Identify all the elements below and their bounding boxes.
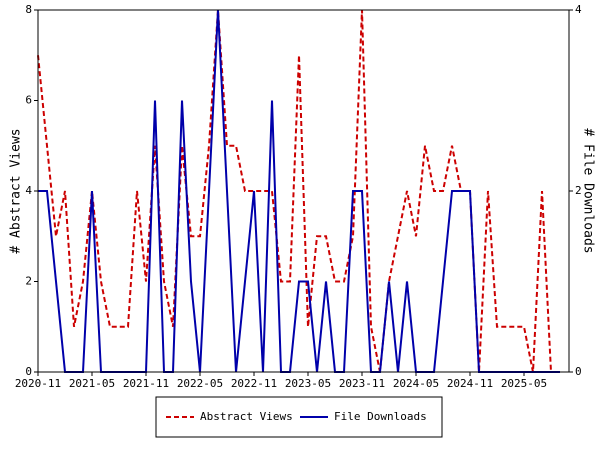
x-tick-label: 2020-11 <box>15 377 61 390</box>
x-tick-label: 2024-11 <box>447 377 493 390</box>
y-tick-label: 0 <box>25 365 32 378</box>
y-tick-label: 8 <box>25 3 32 16</box>
x-tick-label: 2025-05 <box>501 377 547 390</box>
y2-tick-label: 4 <box>575 3 582 16</box>
y-axis-label: # Abstract Views <box>9 128 24 253</box>
y-tick-label: 6 <box>25 94 32 107</box>
legend-label: File Downloads <box>334 410 427 423</box>
x-tick-label: 2023-11 <box>339 377 385 390</box>
y2-axis-label: # File Downloads <box>581 128 596 253</box>
x-tick-label: 2021-11 <box>123 377 169 390</box>
x-tick-label: 2022-05 <box>177 377 223 390</box>
x-tick-label: 2021-05 <box>69 377 115 390</box>
y2-tick-label: 0 <box>575 365 582 378</box>
y2-tick-label: 2 <box>575 184 582 197</box>
plot-frame <box>37 9 570 373</box>
legend-box <box>155 396 443 438</box>
x-tick-label: 2023-05 <box>285 377 331 390</box>
x-tick-label: 2022-11 <box>231 377 277 390</box>
x-tick-label: 2024-05 <box>393 377 439 390</box>
y-tick-label: 4 <box>25 184 32 197</box>
legend-label: Abstract Views <box>200 410 293 423</box>
y-tick-label: 2 <box>25 275 32 288</box>
